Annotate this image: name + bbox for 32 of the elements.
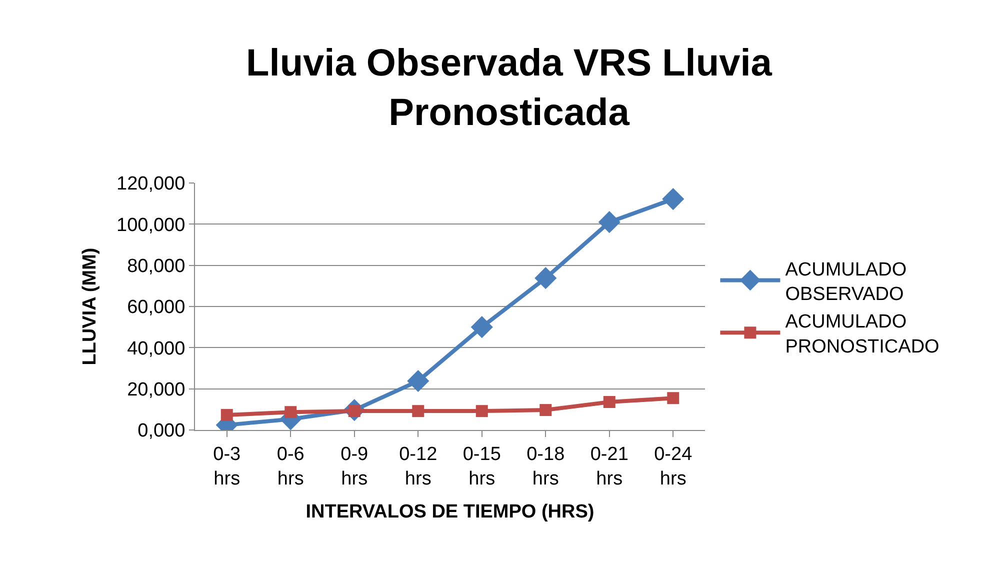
point [476,405,488,418]
x-tick-label: 0-12 hrs [399,444,438,490]
y-tick-label: 40,000 [127,338,186,360]
point [603,396,616,408]
point [667,392,680,404]
point [662,188,684,210]
point [534,267,557,290]
point [598,211,620,234]
point [407,370,430,392]
chart-title: Lluvia Observada VRS Lluvia Pronosticada [246,42,773,134]
point [284,406,297,418]
x-tick-label: 0-3 hrs [213,444,241,490]
y-tick-label: 0,000 [138,420,186,442]
x-axis-title: INTERVALOS DE TIEMPO (HRS) [306,501,594,522]
y-tick-label: 60,000 [127,297,186,318]
legend-label: ACUMULADO PRONOSTICADO [785,312,940,358]
legend-label: ACUMULADO OBSERVADO [785,259,907,305]
y-tick-label: 100,000 [116,214,186,236]
point [412,405,424,418]
point [470,316,493,338]
x-tick-label: 0-15 hrs [462,444,501,490]
y-tick-label: 80,000 [127,256,186,277]
point [220,408,233,421]
x-tick-label: 0-24 hrs [654,444,693,490]
x-tick-label: 0-18 hrs [526,444,565,490]
y-tick-label: 120,000 [116,174,186,195]
y-tick-label: 20,000 [127,379,186,400]
x-tick-label: 0-6 hrs [276,444,304,490]
point [540,404,552,416]
y-axis-title: LLUVIA (MM) [79,248,100,366]
x-tick-label: 0-9 hrs [340,444,368,490]
x-tick-label: 0-21 hrs [590,444,628,490]
